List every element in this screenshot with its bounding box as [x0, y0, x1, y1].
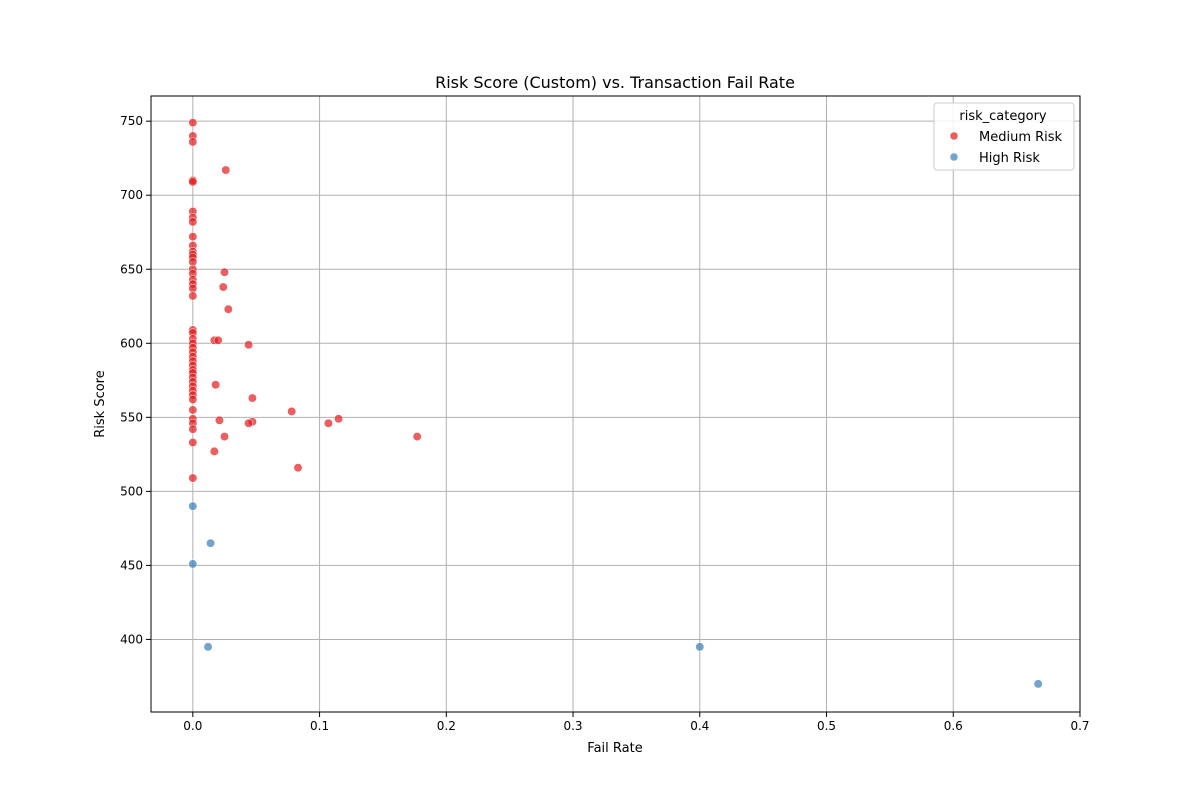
data-point-high-risk	[206, 538, 216, 548]
data-point-medium-risk	[188, 395, 198, 405]
data-point-medium-risk	[188, 284, 198, 293]
legend-marker-high-risk	[949, 152, 959, 162]
data-point-medium-risk	[188, 405, 198, 415]
chart-title: Risk Score (Custom) vs. Transaction Fail…	[435, 73, 795, 92]
data-point-medium-risk	[323, 418, 333, 428]
x-tick-label: 0.2	[437, 719, 456, 733]
data-point-high-risk	[188, 559, 198, 569]
data-point-high-risk	[1033, 679, 1043, 689]
data-point-medium-risk	[188, 118, 198, 128]
y-tick-label: 500	[120, 484, 143, 498]
data-point-medium-risk	[247, 393, 257, 403]
data-point-medium-risk	[188, 424, 198, 434]
y-axis-label: Risk Score	[93, 370, 108, 438]
data-point-medium-risk	[223, 304, 233, 314]
data-point-medium-risk	[211, 380, 221, 390]
x-tick-label: 0.4	[690, 719, 709, 733]
data-point-high-risk	[203, 642, 213, 652]
y-axis-ticks: 400 450 500 550 600 650 700 750	[120, 114, 151, 646]
data-point-medium-risk	[412, 432, 422, 442]
data-point-medium-risk	[293, 463, 303, 473]
x-axis-label: Fail Rate	[587, 741, 642, 756]
data-point-medium-risk	[218, 282, 228, 292]
data-point-medium-risk	[188, 473, 198, 483]
data-point-medium-risk	[188, 232, 198, 242]
x-tick-label: 0.7	[1070, 719, 1089, 733]
data-point-medium-risk	[287, 406, 297, 416]
x-tick-label: 0.6	[944, 719, 963, 733]
x-axis-ticks: 0.0 0.1 0.2 0.3 0.4 0.5 0.6 0.7	[183, 712, 1090, 733]
legend: risk_category Medium Risk High Risk	[933, 102, 1075, 171]
data-points	[188, 118, 1043, 689]
data-point-medium-risk	[214, 415, 224, 425]
data-point-medium-risk	[188, 257, 198, 267]
data-point-high-risk	[188, 501, 198, 511]
legend-label-high-risk: High Risk	[979, 151, 1040, 166]
data-point-medium-risk	[334, 414, 344, 424]
y-tick-label: 450	[120, 558, 143, 572]
y-tick-label: 600	[120, 336, 143, 350]
y-tick-label: 400	[120, 632, 143, 646]
data-point-high-risk	[695, 642, 705, 652]
x-tick-label: 0.1	[310, 719, 329, 733]
data-point-medium-risk	[221, 165, 231, 175]
plot-frame	[150, 95, 1081, 713]
data-point-medium-risk	[188, 177, 198, 187]
data-point-medium-risk	[188, 291, 198, 301]
data-point-medium-risk	[244, 418, 254, 428]
y-tick-label: 750	[120, 114, 143, 128]
data-point-medium-risk	[213, 335, 223, 345]
y-tick-label: 700	[120, 188, 143, 202]
legend-title: risk_category	[959, 109, 1047, 124]
data-point-medium-risk	[188, 217, 198, 227]
data-point-medium-risk	[220, 432, 229, 442]
legend-label-medium-risk: Medium Risk	[979, 130, 1063, 145]
x-tick-label: 0.3	[563, 719, 582, 733]
data-point-medium-risk	[244, 340, 254, 350]
data-point-medium-risk	[220, 267, 229, 277]
legend-box	[933, 102, 1075, 171]
x-tick-label: 0.5	[817, 719, 836, 733]
y-tick-label: 550	[120, 410, 143, 424]
legend-marker-medium-risk	[949, 131, 959, 141]
x-tick-label: 0.0	[183, 719, 202, 733]
data-point-medium-risk	[209, 446, 219, 456]
y-tick-label: 650	[120, 262, 143, 276]
data-point-medium-risk	[188, 137, 198, 147]
data-point-medium-risk	[188, 438, 198, 447]
